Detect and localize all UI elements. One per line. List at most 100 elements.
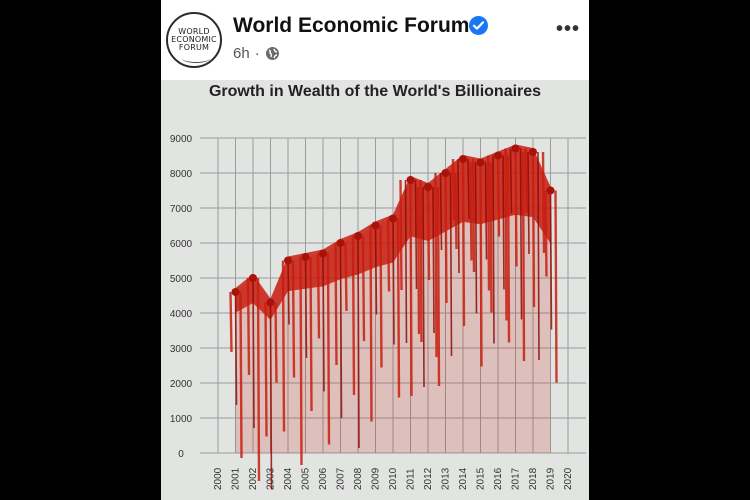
x-tick-label: 2019 [546, 467, 557, 490]
y-tick-label: 1000 [170, 414, 193, 425]
series-drip [422, 186, 425, 388]
verified-badge-icon [469, 16, 488, 35]
series-drip [504, 148, 508, 321]
avatar-line-3: FORUM [178, 43, 210, 52]
series-drip [309, 256, 313, 412]
series-drip [316, 253, 321, 339]
series-drip [229, 291, 233, 353]
series-drip [326, 253, 331, 445]
series-drip [514, 148, 518, 267]
series-drip [451, 158, 456, 221]
series-drip [527, 151, 530, 255]
series-drip [436, 186, 441, 387]
series-drip [457, 158, 460, 274]
page-avatar[interactable]: WORLD ECONOMIC FORUM [166, 12, 222, 68]
data-point [284, 256, 292, 265]
series-drip [531, 151, 536, 308]
series-drip [396, 218, 401, 398]
series-drip [339, 242, 343, 419]
data-point [476, 158, 485, 167]
series-drip [524, 148, 528, 213]
y-tick-label: 4000 [170, 309, 193, 320]
series-drip [449, 172, 453, 357]
series-drip [486, 155, 491, 291]
x-tick-label: 2012 [423, 467, 434, 490]
data-point [546, 186, 555, 195]
series-drip [287, 260, 290, 325]
x-tick-label: 2002 [248, 467, 259, 490]
chart-image: 0 1000 2000 3000 4000 5000 6000 7000 8000 9000 200… [161, 80, 589, 500]
series-drip [256, 277, 261, 482]
series-drip [361, 235, 366, 342]
data-point [266, 298, 275, 307]
series-drip [374, 225, 378, 315]
avatar-arc [182, 54, 210, 63]
post-meta: 6h · [233, 45, 280, 62]
series-drip [537, 151, 540, 361]
series-drip [246, 277, 251, 376]
series-drip [434, 172, 438, 358]
x-tick-label: 2013 [441, 467, 452, 490]
x-tick-label: 2016 [493, 467, 504, 490]
x-tick-label: 2005 [301, 467, 312, 490]
y-tick-label: 7000 [170, 204, 193, 215]
data-point [231, 288, 240, 296]
series-drip [467, 158, 470, 220]
post-time[interactable]: 6h [233, 45, 250, 62]
series-drip [344, 242, 348, 312]
x-tick-label: 2015 [476, 467, 487, 490]
x-tick-label: 2000 [213, 467, 224, 490]
data-point [494, 151, 502, 160]
series-drip [357, 235, 360, 449]
series-drip [291, 260, 296, 378]
series-drip [379, 225, 383, 368]
series-drip [281, 260, 286, 432]
series-drip [269, 302, 273, 490]
data-point [441, 169, 450, 177]
series-drip [399, 179, 403, 291]
series-drip [414, 179, 418, 290]
chart-title: Growth in Wealth of the World's Billiona… [208, 83, 542, 100]
series-drip [334, 242, 338, 366]
series-drip [541, 151, 546, 254]
y-tick-label: 6000 [170, 239, 193, 250]
page-name[interactable]: World Economic Forum [233, 14, 470, 37]
data-point [249, 274, 257, 282]
series-drip [419, 179, 423, 343]
series-drip [439, 172, 443, 251]
more-options-icon[interactable]: ••• [556, 18, 581, 40]
data-point [319, 249, 327, 258]
series-drip [274, 302, 278, 383]
y-tick-label: 0 [178, 449, 184, 460]
series-drip [351, 235, 356, 396]
x-tick-label: 2009 [371, 467, 382, 490]
series-drip [454, 172, 458, 250]
x-tick-label: 2014 [458, 467, 469, 490]
series-drip [502, 155, 505, 290]
facebook-post: WORLD ECONOMIC FORUM World Economic Foru… [161, 0, 589, 500]
data-point [389, 214, 397, 223]
avatar-line-2: ECONOMIC [171, 35, 217, 44]
series-drip [509, 148, 513, 214]
data-point [529, 148, 537, 156]
data-point [459, 155, 467, 163]
series-drip [409, 179, 413, 397]
x-tick-label: 2001 [231, 467, 242, 490]
series-drip [404, 179, 408, 344]
series-drip [416, 186, 421, 335]
x-tick-label: 2006 [318, 467, 329, 490]
post-header: WORLD ECONOMIC FORUM World Economic Foru… [161, 0, 589, 76]
globe-icon[interactable] [265, 46, 280, 61]
y-tick-label: 3000 [170, 344, 193, 355]
data-point [301, 253, 310, 261]
series-drip [369, 225, 373, 422]
data-point [354, 232, 362, 240]
data-point [406, 176, 415, 184]
x-tick-label: 2008 [353, 467, 364, 490]
series-drip [506, 155, 511, 343]
y-tick-label: 8000 [170, 169, 193, 180]
series-drip [469, 162, 473, 261]
series-drip [304, 256, 308, 359]
x-tick-label: 2010 [388, 467, 399, 490]
data-point [511, 144, 520, 153]
